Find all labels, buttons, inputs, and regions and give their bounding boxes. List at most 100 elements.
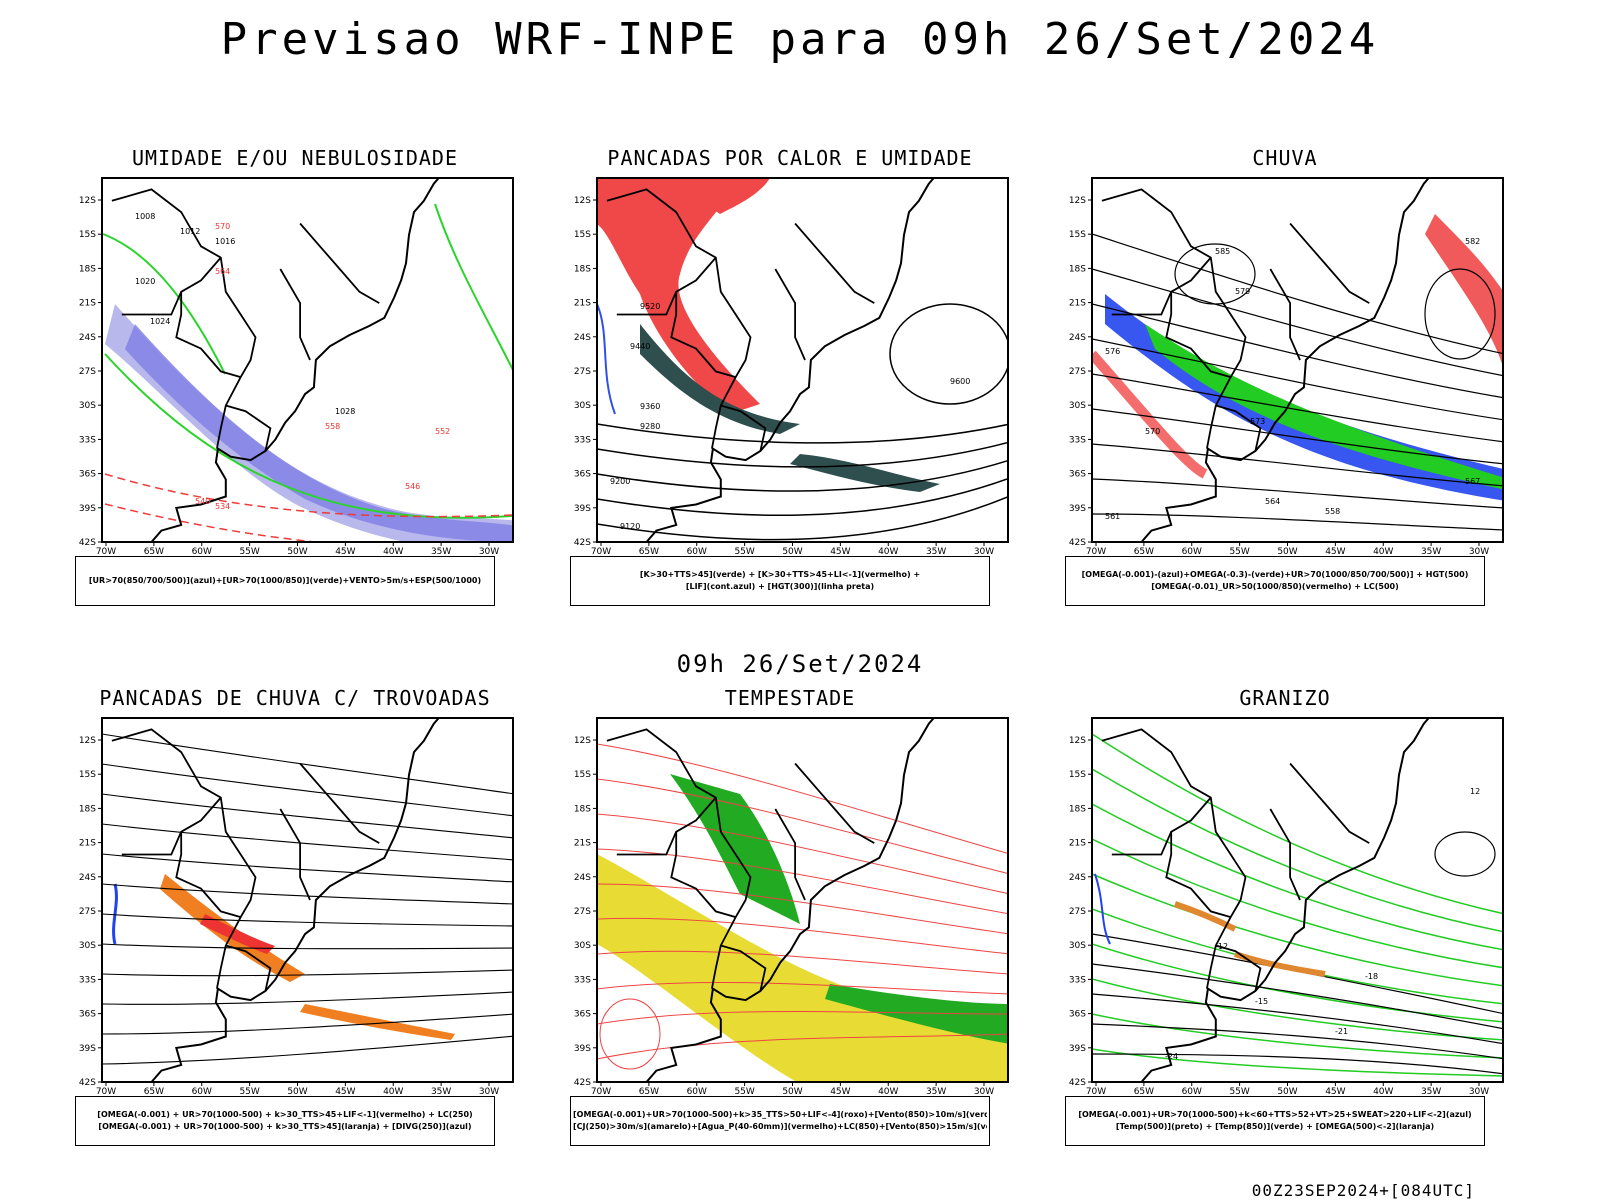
panel-title: GRANIZO — [1239, 686, 1331, 710]
lat-tick-label: 18S — [79, 804, 96, 814]
lat-tick-label: 18S — [1069, 264, 1086, 274]
lon-tick-label: 65W — [639, 1087, 659, 1097]
legend-box: [UR>70(850/700/500)](azul)+[UR>70(1000/8… — [75, 556, 495, 606]
contour-label: 1008 — [135, 212, 155, 221]
lon-tick-label: 45W — [1325, 1087, 1345, 1097]
lat-tick-label: 15S — [1069, 230, 1086, 240]
lon-tick-label: 55W — [734, 547, 754, 557]
contour-label: 1012 — [180, 227, 200, 236]
lat-tick-label: 42S — [574, 1078, 591, 1088]
lat-tick-label: 24S — [1069, 333, 1086, 343]
lat-tick-label: 30S — [1069, 941, 1086, 951]
lat-tick-label: 39S — [1069, 504, 1086, 514]
lon-tick-label: 40W — [383, 1087, 403, 1097]
contour-label: -12 — [1215, 942, 1228, 951]
lat-tick-label: 39S — [574, 504, 591, 514]
legend-line: [OMEGA(-0.001) + UR>70(1000-500) + k>30_… — [98, 1122, 472, 1131]
contour-label: 570 — [1145, 427, 1160, 436]
lon-tick-label: 65W — [1134, 547, 1154, 557]
lat-tick-label: 27S — [79, 907, 96, 917]
lat-tick-label: 39S — [1069, 1044, 1086, 1054]
lat-tick-label: 24S — [79, 873, 96, 883]
lon-tick-label: 60W — [687, 1087, 707, 1097]
lat-tick-label: 42S — [79, 538, 96, 548]
legend-line: [UR>70(850/700/500)](azul)+[UR>70(1000/8… — [88, 576, 482, 585]
contour-label: 1020 — [135, 277, 155, 286]
lon-tick-label: 40W — [878, 1087, 898, 1097]
legend-line: [Temp(500)](preto) + [Temp(850)](verde) … — [1115, 1122, 1435, 1131]
lon-tick-label: 30W — [479, 1087, 499, 1097]
lon-tick-label: 70W — [1086, 547, 1106, 557]
lat-tick-label: 15S — [574, 770, 591, 780]
contour-label: 576 — [1105, 347, 1120, 356]
panel-title: TEMPESTADE — [724, 686, 856, 710]
contour-label: 573 — [1250, 417, 1265, 426]
lon-tick-label: 40W — [383, 547, 403, 557]
contour-label: 9520 — [640, 302, 660, 311]
legend-line: [OMEGA(-0.001)+UR>70(1000-500)+k<60+TTS>… — [1078, 1110, 1472, 1119]
lat-tick-label: 24S — [574, 873, 591, 883]
panel-tempestade: TEMPESTADE 12S 15S 18S 21S 24S 27S 30S 33S 36S 39S… — [570, 686, 1010, 1146]
contour-label: 567 — [1465, 477, 1480, 486]
lon-tick-label: 30W — [1469, 1087, 1489, 1097]
forecast-time-label: 09h 26/Set/2024 — [676, 650, 924, 678]
legend-box: [K>30+TTS>45](verde) + [K>30+TTS>45+LI<-… — [570, 556, 990, 606]
lat-tick-label: 27S — [1069, 907, 1086, 917]
lat-tick-label: 15S — [1069, 770, 1086, 780]
lon-tick-label: 60W — [1182, 1087, 1202, 1097]
lon-tick-label: 65W — [144, 1087, 164, 1097]
lat-tick-label: 12S — [79, 196, 96, 206]
legend-line: [K>30+TTS>45](verde) + [K>30+TTS>45+LI<-… — [639, 570, 921, 579]
lat-tick-label: 36S — [574, 470, 591, 480]
legend-line: [OMEGA(-0.001)+UR>70(1000-500)+k>35_TTS>… — [573, 1110, 987, 1119]
lat-tick-label: 33S — [574, 975, 591, 985]
contour-label: 564 — [1265, 497, 1280, 506]
lat-tick-label: 33S — [1069, 975, 1086, 985]
lon-tick-label: 45W — [1325, 547, 1345, 557]
lat-tick-label: 12S — [1069, 196, 1086, 206]
panel-granizo: GRANIZO 12S 15S 18S 21S 24S 27S 30S 33S 36S 39S 42S… — [1065, 686, 1505, 1146]
legend-line: [OMEGA(-0.001) + UR>70(1000-500) + k>30_… — [97, 1110, 473, 1119]
contour-label: 9280 — [640, 422, 660, 431]
lat-tick-label: 27S — [1069, 367, 1086, 377]
lon-tick-label: 70W — [591, 1087, 611, 1097]
lat-tick-label: 42S — [1069, 1078, 1086, 1088]
run-info-footer: 00Z23SEP2024+[084UTC] — [1251, 1181, 1475, 1200]
lon-tick-label: 40W — [1373, 547, 1393, 557]
legend-line: [LIF](cont.azul) + [HGT(300)](linha pret… — [685, 582, 875, 591]
contour-label: 564 — [215, 267, 230, 276]
contour-label: -15 — [1255, 997, 1268, 1006]
lon-tick-label: 35W — [926, 1087, 946, 1097]
contour-label: 1024 — [150, 317, 170, 326]
lat-tick-label: 42S — [79, 1078, 96, 1088]
lat-tick-label: 33S — [79, 435, 96, 445]
lat-tick-label: 15S — [79, 770, 96, 780]
contour-label: 558 — [1325, 507, 1340, 516]
lat-tick-label: 30S — [574, 401, 591, 411]
contour-label: 9200 — [610, 477, 630, 486]
contour-label: 9440 — [630, 342, 650, 351]
lat-tick-label: 21S — [1069, 299, 1086, 309]
lat-tick-label: 36S — [1069, 470, 1086, 480]
lat-tick-label: 18S — [574, 804, 591, 814]
lat-tick-label: 30S — [574, 941, 591, 951]
contour-label: 561 — [1105, 512, 1120, 521]
contour-label: -18 — [1365, 972, 1378, 981]
lat-tick-label: 21S — [574, 299, 591, 309]
lon-tick-label: 35W — [1421, 547, 1441, 557]
lon-tick-label: 65W — [1134, 1087, 1154, 1097]
panel-title: PANCADAS POR CALOR E UMIDADE — [607, 146, 973, 170]
lon-tick-label: 55W — [239, 547, 259, 557]
contour-label: 558 — [325, 422, 340, 431]
legend-box: [OMEGA(-0.001)+UR>70(1000-500)+k>35_TTS>… — [570, 1096, 990, 1146]
lon-tick-label: 60W — [1182, 547, 1202, 557]
contour-label: -24 — [1165, 1052, 1178, 1061]
lon-tick-label: 70W — [1086, 1087, 1106, 1097]
contour-label: 1028 — [335, 407, 355, 416]
legend-line: [CJ(250)>30m/s](amarelo)+[Agua_P(40-60mm… — [573, 1122, 987, 1131]
lat-tick-label: 33S — [79, 975, 96, 985]
